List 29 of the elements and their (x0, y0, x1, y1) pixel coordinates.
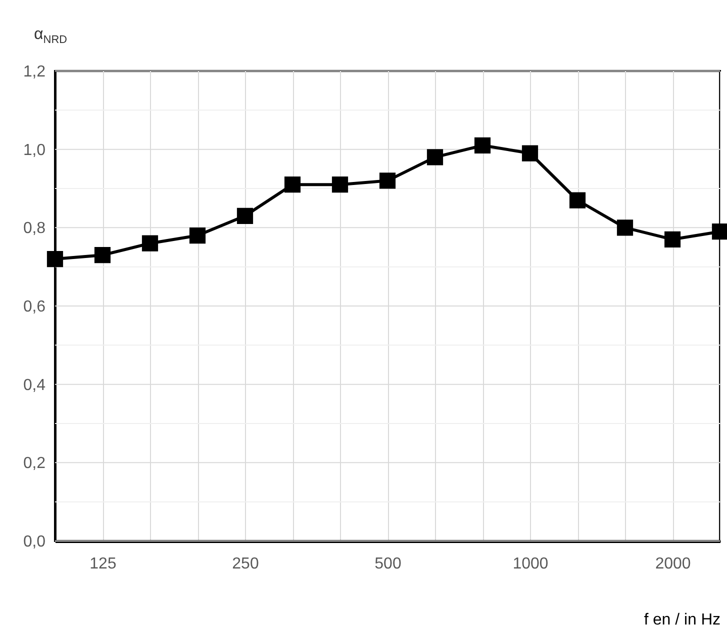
y-tick-label: 0,4 (23, 376, 46, 394)
y-axis-title: α$_{NRD}$ (34, 26, 68, 46)
x-tick-label: 500 (374, 556, 402, 572)
point (616, 220, 634, 236)
point (94, 247, 111, 264)
y-tick-label: 1,0 (23, 142, 46, 159)
point (426, 149, 444, 166)
x-tick-label: 250 (232, 556, 259, 572)
point (474, 137, 491, 154)
y-tick-label: 0,2 (23, 455, 46, 472)
point (284, 176, 301, 193)
point (236, 208, 254, 224)
y-tick-label: 0,6 (23, 298, 46, 316)
y-tick-label: 0,8 (23, 220, 46, 238)
point (332, 176, 348, 193)
y-tick-label: 1,2 (23, 64, 46, 80)
x-tick-label: 1000 (512, 556, 548, 572)
x-tick-label: 125 (90, 556, 116, 572)
x-tick-label: 2000 (655, 556, 691, 572)
point (522, 145, 538, 162)
point (664, 231, 681, 248)
point (46, 250, 64, 268)
x-axis-title: f en / in Hz (644, 612, 720, 627)
y-tick-label: 0,0 (23, 534, 46, 550)
point (142, 235, 158, 252)
point (379, 172, 396, 189)
point (569, 192, 586, 208)
point (189, 227, 206, 244)
point (712, 224, 727, 240)
